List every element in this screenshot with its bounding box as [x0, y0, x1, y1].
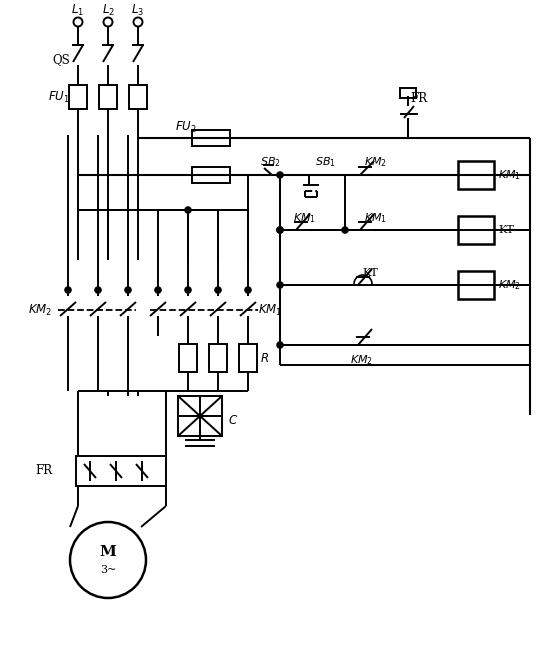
Text: $FU_2$: $FU_2$ [175, 120, 197, 134]
Circle shape [277, 282, 283, 288]
Text: M: M [99, 545, 116, 559]
Bar [178, 396, 222, 436]
Circle shape [65, 287, 71, 293]
Text: $L_2$: $L_2$ [102, 3, 114, 17]
Text: QS: QS [52, 53, 70, 66]
Circle shape [277, 227, 283, 233]
Circle shape [185, 207, 191, 213]
Circle shape [277, 227, 283, 233]
Circle shape [125, 287, 131, 293]
Bar [69, 85, 87, 109]
Bar [400, 88, 416, 98]
Bar [99, 85, 117, 109]
Bar [209, 344, 227, 372]
Text: KT: KT [498, 225, 514, 235]
Bar [458, 161, 494, 189]
Text: $L_3$: $L_3$ [131, 3, 145, 17]
Text: $L_1$: $L_1$ [72, 3, 84, 17]
Bar [458, 271, 494, 299]
Bar [192, 130, 230, 146]
Circle shape [95, 287, 101, 293]
Text: $KM_2$: $KM_2$ [498, 278, 521, 292]
Text: $R$: $R$ [260, 352, 269, 364]
Text: $KM_1$: $KM_1$ [258, 303, 282, 318]
Text: $FU_1$: $FU_1$ [48, 90, 70, 104]
Text: $C$: $C$ [228, 414, 238, 428]
Bar [458, 216, 494, 244]
Bar [179, 344, 197, 372]
Text: KT: KT [362, 268, 378, 278]
Circle shape [155, 287, 161, 293]
Bar [239, 344, 257, 372]
Text: $KM_1$: $KM_1$ [364, 211, 387, 225]
Text: $SB_2$: $SB_2$ [260, 155, 281, 169]
Circle shape [342, 227, 348, 233]
Text: FR: FR [410, 92, 427, 104]
Bar [192, 167, 230, 183]
Bar [129, 85, 147, 109]
Circle shape [277, 172, 283, 178]
Circle shape [245, 287, 251, 293]
Text: FR: FR [35, 464, 52, 477]
Bar [76, 456, 166, 486]
Circle shape [215, 287, 221, 293]
Text: $KM_2$: $KM_2$ [364, 155, 387, 169]
Text: $KM_2$: $KM_2$ [28, 303, 52, 318]
Text: $SB_1$: $SB_1$ [315, 155, 336, 169]
Circle shape [185, 287, 191, 293]
Circle shape [277, 342, 283, 348]
Text: $KM_2$: $KM_2$ [350, 353, 373, 367]
Text: $KM_1$: $KM_1$ [293, 211, 316, 225]
Text: $KM_1$: $KM_1$ [498, 168, 521, 182]
Text: 3~: 3~ [100, 565, 116, 575]
